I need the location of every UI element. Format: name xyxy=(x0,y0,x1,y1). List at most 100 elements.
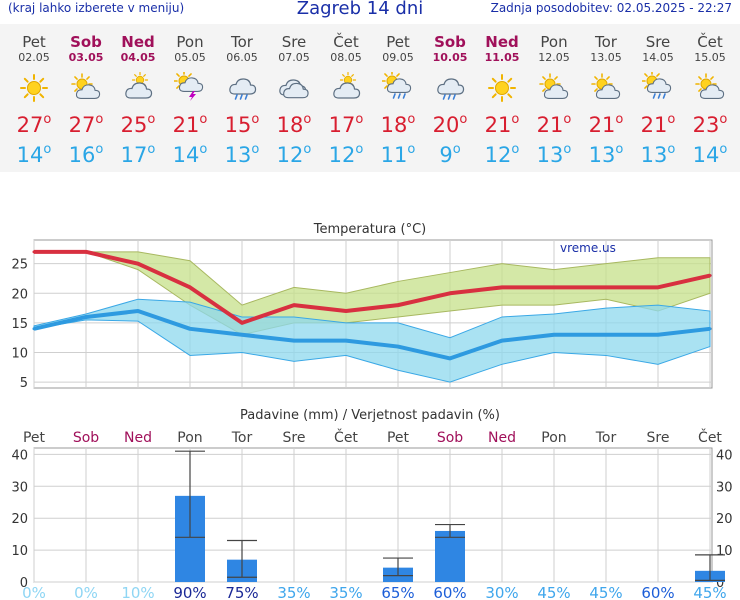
day-date: 08.05 xyxy=(330,51,362,64)
y-tick-label: 15 xyxy=(11,317,28,332)
data-point xyxy=(656,285,660,289)
day-name: Tor xyxy=(231,33,253,51)
day-column: Tor 13.05 21o 13o xyxy=(580,24,632,172)
day-name: Čet xyxy=(333,33,359,51)
temperature-chart: Temperatura (°C) 5 10 15 20 25 vreme.us xyxy=(11,222,713,391)
day-name: Pon xyxy=(540,33,568,51)
rain-probability: 75% xyxy=(225,584,258,600)
y-tick-label-right: 10 xyxy=(716,544,733,559)
day-column: Pon 12.05 21o 13o xyxy=(528,24,580,172)
data-point xyxy=(292,303,296,307)
cloud-icon xyxy=(278,72,310,104)
max-temperature: 15o xyxy=(224,112,260,137)
max-temperature: 21o xyxy=(172,112,208,137)
sun-rain-icon xyxy=(381,70,414,104)
max-temperature: 20o xyxy=(432,112,468,137)
x-category-label: Sob xyxy=(73,430,99,446)
day-column: Sob 03.05 27o 16o xyxy=(60,24,112,172)
day-column: Ned 04.05 25o 17o xyxy=(112,24,164,172)
max-temperature: 25o xyxy=(120,112,156,137)
x-category-label: Pet xyxy=(387,430,410,446)
day-column: Sre 14.05 21o 13o xyxy=(632,24,684,172)
max-temperature: 27o xyxy=(16,112,52,137)
min-temperature: 11o xyxy=(380,142,416,167)
max-temperature: 17o xyxy=(328,112,364,137)
day-column: Sre 07.05 18o 12o xyxy=(268,24,320,172)
x-category-label: Tor xyxy=(231,430,253,446)
day-date: 05.05 xyxy=(174,51,206,64)
y-tick-label: 20 xyxy=(11,287,28,302)
day-date: 11.05 xyxy=(484,51,520,64)
min-temperature: 12o xyxy=(484,142,520,167)
data-point xyxy=(188,327,192,331)
plot-area xyxy=(33,447,713,583)
y-tick-label-right: 30 xyxy=(716,480,733,495)
x-category-label: Sre xyxy=(647,430,670,446)
day-name: Pet xyxy=(386,33,410,51)
range-band-min xyxy=(33,298,711,383)
day-name: Sre xyxy=(281,33,307,51)
rain-probability: 65% xyxy=(381,584,414,600)
max-temperature: 27o xyxy=(68,112,104,137)
y-tick-label: 5 xyxy=(20,376,28,391)
data-point xyxy=(396,345,400,349)
data-point xyxy=(396,303,400,307)
y-tick-label-left: 20 xyxy=(11,512,28,527)
day-date: 03.05 xyxy=(68,51,104,64)
day-column: Sob 10.05 20o 9o xyxy=(424,24,476,172)
series-line-min xyxy=(33,309,711,361)
day-date: 15.05 xyxy=(694,51,726,64)
min-temperature: 13o xyxy=(640,142,676,167)
rain-probability: 45% xyxy=(589,584,622,600)
data-point xyxy=(136,309,140,313)
y-tick-label-left: 0 xyxy=(20,576,28,591)
day-date: 07.05 xyxy=(278,51,310,64)
data-point xyxy=(32,250,36,254)
min-temperature: 9o xyxy=(439,142,461,167)
sun-cloud-icon xyxy=(590,72,622,104)
day-column: Tor 06.05 15o 13o xyxy=(216,24,268,172)
max-temperature: 23o xyxy=(692,112,728,137)
rain-probability: 35% xyxy=(329,584,362,600)
data-point xyxy=(448,356,452,360)
y-tick-label-left: 10 xyxy=(11,544,28,559)
day-date: 13.05 xyxy=(590,51,622,64)
x-category-label: Čet xyxy=(698,428,722,446)
thunderstorm-icon xyxy=(173,70,206,104)
data-point xyxy=(448,291,452,295)
rain-cloud-icon xyxy=(434,72,466,104)
min-temperature: 17o xyxy=(120,142,156,167)
day-name: Sob xyxy=(70,33,102,51)
y-tick-label-left: 40 xyxy=(11,448,28,463)
watermark: vreme.us xyxy=(560,241,616,255)
precip-bar xyxy=(435,530,465,582)
x-category-label: Sre xyxy=(283,430,306,446)
day-name: Ned xyxy=(485,33,519,51)
day-date: 06.05 xyxy=(226,51,258,64)
cloud-sun-icon xyxy=(330,71,362,104)
max-temperature: 21o xyxy=(484,112,520,137)
data-point xyxy=(136,262,140,266)
rain-probability: 0% xyxy=(22,584,46,600)
day-date: 12.05 xyxy=(538,51,570,64)
data-point xyxy=(656,333,660,337)
min-temperature: 16o xyxy=(68,142,104,167)
y-tick-label: 25 xyxy=(11,258,28,273)
x-category-label: Pon xyxy=(177,430,202,446)
rain-probability: 60% xyxy=(641,584,674,600)
min-temperature: 12o xyxy=(276,142,312,167)
max-temperature: 18o xyxy=(380,112,416,137)
header-bar: (kraj lahko izberete v meniju) Zagreb 14… xyxy=(0,0,740,22)
data-point xyxy=(240,321,244,325)
y-tick-label-right: 40 xyxy=(716,448,733,463)
data-point xyxy=(344,339,348,343)
x-category-label: Ned xyxy=(124,430,152,446)
daily-forecast-panel: Pet 02.05 27o 14o Sob 03.05 27o 16o Ned 04.05 25o 1… xyxy=(0,24,740,172)
location-menu-note[interactable]: (kraj lahko izberete v meniju) xyxy=(8,1,185,15)
data-point xyxy=(84,250,88,254)
rain-probability: 45% xyxy=(537,584,570,600)
rain-probability: 60% xyxy=(433,584,466,600)
last-updated: Zadnja posodobitev: 02.05.2025 - 22:27 xyxy=(490,1,732,15)
data-point xyxy=(552,333,556,337)
day-column: Pet 02.05 27o 14o xyxy=(8,24,60,172)
